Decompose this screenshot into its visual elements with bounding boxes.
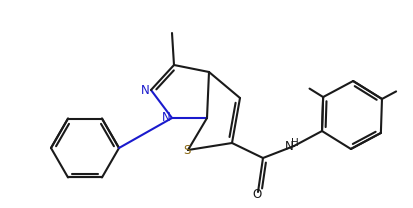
- Text: N: N: [140, 83, 149, 97]
- Text: H: H: [290, 138, 298, 148]
- Text: S: S: [183, 145, 190, 157]
- Text: N: N: [284, 140, 293, 152]
- Text: N: N: [161, 111, 170, 125]
- Text: O: O: [252, 188, 261, 202]
